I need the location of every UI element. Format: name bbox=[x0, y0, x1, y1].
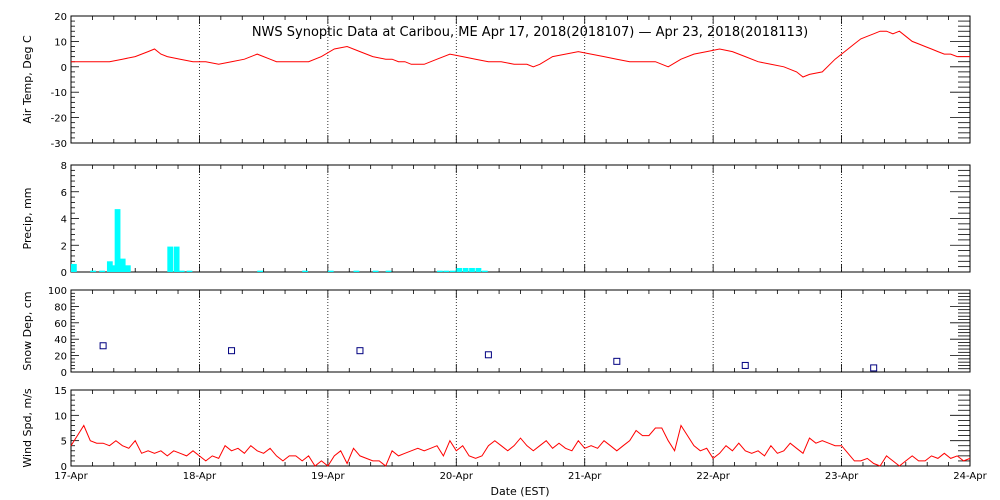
air-temp-panel: 20 10 0 -10 -20 -30 Air Temp, Deg C bbox=[21, 12, 971, 150]
precip-ytick-label: 2 bbox=[61, 241, 67, 252]
precip-ytick-label: 8 bbox=[61, 161, 67, 172]
precip-y-axis-label: Precip, mm bbox=[21, 188, 34, 250]
precip-bar bbox=[167, 246, 174, 272]
snow-depth-point bbox=[228, 347, 236, 355]
snow-depth-point bbox=[356, 347, 364, 355]
snow-depth-point bbox=[870, 364, 878, 372]
precip-bar bbox=[449, 270, 456, 272]
precip-bar bbox=[124, 265, 131, 272]
air-temp-ytick-label: -10 bbox=[51, 88, 67, 99]
precip-bar bbox=[186, 270, 193, 272]
wind-speed-y-axis-label: Wind Spd, m/s bbox=[21, 388, 34, 468]
snow-depth-ytick-label: 100 bbox=[48, 286, 67, 297]
date-tick-label: 21-Apr bbox=[568, 471, 602, 482]
air-temp-ytick-label: 20 bbox=[54, 12, 67, 23]
precip-bar bbox=[475, 267, 482, 272]
snow-depth-ytick-label: 20 bbox=[54, 352, 67, 363]
precip-bar bbox=[443, 270, 450, 272]
snow-depth-point bbox=[613, 357, 621, 365]
date-tick-label: 20-Apr bbox=[440, 471, 474, 482]
precip-bar bbox=[372, 270, 379, 272]
precip-bar bbox=[462, 267, 469, 272]
precip-bar bbox=[302, 270, 308, 272]
precip-bar bbox=[257, 270, 264, 272]
precip-bar bbox=[71, 263, 77, 272]
wind-speed-ytick-label: 10 bbox=[54, 411, 67, 422]
date-tick-label: 18-Apr bbox=[183, 471, 217, 482]
precip-bar bbox=[119, 258, 126, 272]
wind-speed-ytick-label: 0 bbox=[61, 462, 67, 473]
snow-depth-point bbox=[484, 351, 492, 359]
precip-bar bbox=[353, 270, 360, 272]
air-temp-series-line bbox=[71, 30, 970, 78]
wind-speed-ytick-label: 5 bbox=[61, 437, 67, 448]
air-temp-ytick-label: -20 bbox=[51, 114, 67, 125]
precip-frame bbox=[70, 164, 971, 273]
date-tick-label: 19-Apr bbox=[311, 471, 345, 482]
precip-ytick-label: 6 bbox=[61, 188, 67, 199]
date-tick-label: 24-Apr bbox=[953, 471, 987, 482]
snow-depth-panel: 100 80 60 40 20 0 Snow Dep, cm bbox=[21, 286, 971, 379]
precip-bar bbox=[90, 270, 97, 272]
snow-depth-ytick-label: 80 bbox=[54, 302, 67, 313]
wind-speed-frame bbox=[70, 389, 971, 467]
precip-bar bbox=[437, 270, 443, 272]
air-temp-ytick-label: 10 bbox=[54, 37, 67, 48]
date-tick-label: 23-Apr bbox=[825, 471, 859, 482]
air-temp-y-axis-label: Air Temp, Deg C bbox=[21, 35, 34, 124]
wind-speed-ytick-label: 15 bbox=[54, 386, 67, 397]
snow-depth-ytick-label: 0 bbox=[61, 368, 67, 379]
snow-depth-y-axis-label: Snow Dep, cm bbox=[21, 291, 34, 370]
date-tick-label: 22-Apr bbox=[696, 471, 730, 482]
wind-speed-series-line bbox=[70, 424, 971, 467]
precip-bar bbox=[469, 267, 475, 272]
chart-title: NWS Synoptic Data at Caribou, ME Apr 17,… bbox=[252, 25, 808, 40]
precip-bar bbox=[456, 267, 463, 272]
precip-ytick-label: 4 bbox=[61, 215, 67, 226]
snow-depth-ytick-label: 60 bbox=[54, 319, 67, 330]
x-axis-label: Date (EST) bbox=[490, 485, 549, 498]
snow-depth-frame bbox=[70, 289, 971, 373]
precip-ytick-label: 0 bbox=[61, 268, 67, 279]
precip-bar bbox=[385, 270, 392, 272]
snow-depth-point bbox=[741, 361, 749, 369]
snow-depth-point bbox=[99, 342, 107, 350]
precip-bar bbox=[327, 270, 334, 272]
wind-speed-panel: 15 10 5 0 Wind Spd, m/s bbox=[21, 386, 971, 473]
air-temp-ytick-label: -30 bbox=[51, 139, 67, 150]
precip-bar bbox=[173, 246, 180, 272]
precip-bar bbox=[481, 270, 488, 272]
air-temp-ytick-label: 0 bbox=[61, 63, 67, 74]
precip-panel: 8 6 4 2 0 Precip, mm bbox=[21, 161, 971, 279]
date-tick-label: 17-Apr bbox=[54, 471, 88, 482]
precip-bar bbox=[114, 209, 121, 272]
precip-bar bbox=[178, 270, 185, 272]
snow-depth-ytick-label: 40 bbox=[54, 335, 67, 346]
precip-bar bbox=[109, 265, 116, 272]
precip-bar bbox=[99, 270, 106, 272]
